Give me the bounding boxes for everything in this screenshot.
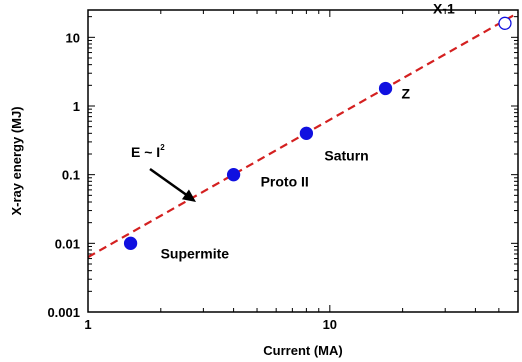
annotation-arrow bbox=[150, 169, 188, 196]
plot-frame bbox=[88, 10, 518, 312]
point-label: Proto II bbox=[261, 174, 309, 190]
x-tick-label: 10 bbox=[323, 317, 337, 332]
y-tick-label: 0.1 bbox=[62, 168, 80, 183]
y-tick-label: 0.001 bbox=[47, 305, 80, 320]
point-supermite bbox=[125, 237, 137, 249]
y-tick-labels: 0.001 0.01 0.1 1 10 bbox=[47, 30, 80, 320]
y-tick-label: 1 bbox=[73, 99, 80, 114]
y-axis-title: X-ray energy (MJ) bbox=[9, 106, 24, 215]
y-tick-label: 0.01 bbox=[55, 236, 80, 251]
point-label: X-1 bbox=[433, 0, 455, 16]
axis-ticks bbox=[88, 10, 518, 312]
point-label: Z bbox=[402, 85, 411, 101]
point-z bbox=[380, 82, 392, 94]
annotation-text: E ~ I2 bbox=[131, 143, 165, 160]
point-label: Saturn bbox=[324, 147, 368, 163]
point-saturn bbox=[300, 127, 312, 139]
y-tick-label: 10 bbox=[66, 30, 80, 45]
point-label: Supermite bbox=[161, 245, 230, 261]
data-points bbox=[125, 17, 511, 249]
scaling-annotation: E ~ I2 bbox=[131, 143, 196, 202]
point-proto-ii bbox=[228, 169, 240, 181]
x-axis-title: Current (MA) bbox=[263, 343, 342, 358]
point-x-1 bbox=[499, 17, 511, 29]
x-tick-labels: 1 10 bbox=[84, 317, 337, 332]
x-tick-label: 1 bbox=[84, 317, 91, 332]
